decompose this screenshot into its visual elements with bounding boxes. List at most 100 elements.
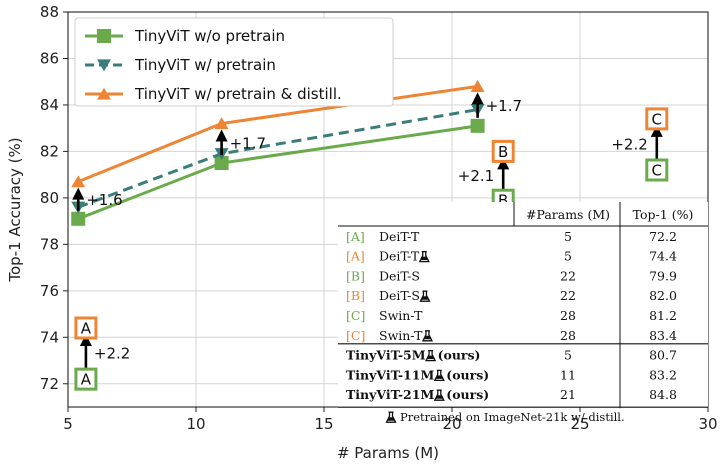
model-box <box>645 107 669 131</box>
gain-label: +1.6 <box>86 191 122 209</box>
table-top1: 83.4 <box>649 328 677 343</box>
flask-liquid <box>420 256 429 261</box>
gain-arrow-head <box>650 124 663 137</box>
point-marker <box>470 118 485 133</box>
x-tick-label: 20 <box>442 415 461 433</box>
table-footnote: Pretrained on ImageNet-21k w/ distill. <box>400 410 625 424</box>
table-header: Top-1 (%) <box>633 207 694 222</box>
model-box <box>74 316 98 340</box>
legend: TinyViT w/o pretrain TinyViT w/ pretrain T… <box>74 17 394 107</box>
legend-label: TinyViT w/ pretrain & distill. <box>134 85 342 103</box>
flask-outline <box>433 389 445 401</box>
table-model-suffix: (ours) <box>446 387 489 402</box>
gain-arrow-head <box>79 334 92 346</box>
table-top1: 80.7 <box>649 348 677 363</box>
gain-label: +2.2 <box>94 345 130 363</box>
table-params: 5 <box>564 229 572 244</box>
flask-outline <box>425 349 437 362</box>
legend-box <box>74 17 394 107</box>
y-tick-label: 72 <box>40 375 59 393</box>
model-box-letter: C <box>652 110 662 128</box>
point-marker <box>214 117 229 130</box>
table-model-name: TinyViT-21M <box>346 387 434 402</box>
flask-icon <box>433 369 445 382</box>
model-box-letter: C <box>652 162 662 180</box>
x-tick-label: 30 <box>698 415 717 433</box>
x-tick-label: 25 <box>570 415 589 433</box>
flask-icon <box>421 330 433 342</box>
model-box-letter: B <box>498 192 508 210</box>
model-box-letter: A <box>81 320 92 338</box>
model-box-letter: B <box>498 143 508 161</box>
flask-liquid <box>427 355 436 360</box>
table-model-name: DeiT-S <box>379 288 420 303</box>
y-tick-label: 78 <box>40 235 59 253</box>
gain-label: +1.7 <box>230 134 266 152</box>
model-box <box>491 139 515 163</box>
flask-outline <box>421 330 433 342</box>
flask-outline <box>419 290 431 302</box>
table-params: 22 <box>560 268 576 283</box>
table-model-name: DeiT-T <box>379 249 420 264</box>
x-tick-label: 15 <box>314 415 333 433</box>
point-marker <box>97 87 111 100</box>
flask-liquid <box>435 395 444 399</box>
flask-outline <box>385 411 397 423</box>
table-params: 28 <box>560 308 576 323</box>
gain-label: +1.7 <box>486 97 522 115</box>
model-box <box>74 367 98 391</box>
flask-outline <box>433 369 445 382</box>
flask-icon <box>419 290 431 302</box>
table-model-name: TinyViT-11M <box>346 367 434 382</box>
table-params: 11 <box>560 367 576 382</box>
table-tag: [A] <box>346 229 365 244</box>
y-tick-label: 74 <box>40 328 59 346</box>
table-header: #Params (M) <box>526 207 610 222</box>
flask-icon <box>418 250 430 263</box>
table-model-name: Swin-T <box>379 308 423 323</box>
point-marker <box>97 59 111 72</box>
y-tick-label: 76 <box>40 282 59 300</box>
flask-liquid <box>421 296 430 300</box>
x-tick-label: 5 <box>63 415 73 433</box>
table-tag: [B] <box>346 268 365 283</box>
point-marker <box>71 175 86 188</box>
table-tag: [B] <box>346 288 365 303</box>
legend-label: TinyViT w/ pretrain <box>134 56 276 74</box>
flask-icon <box>433 389 445 401</box>
y-tick-label: 84 <box>40 96 59 114</box>
table-background <box>338 202 708 407</box>
table-model-name: DeiT-T <box>379 229 420 244</box>
axes: 5 10 15 20 25 30 72 74 76 78 80 82 84 86 88 <box>40 3 718 433</box>
table-params: 21 <box>560 387 576 402</box>
table-top1: 74.4 <box>649 249 677 264</box>
table-top1: 84.8 <box>649 387 677 402</box>
y-axis-label: Top-1 Accuracy (%) <box>6 137 24 282</box>
table-model-name: Swin-T <box>379 328 423 343</box>
flask-liquid <box>423 335 432 340</box>
table-top1: 72.2 <box>649 229 677 244</box>
gain-arrow-head <box>471 92 484 105</box>
flask-outline <box>418 250 430 263</box>
table-params: 28 <box>560 328 576 343</box>
table-top1: 81.2 <box>649 308 677 323</box>
x-axis-label: # Params (M) <box>337 444 439 462</box>
gain-arrow-head <box>72 187 85 200</box>
model-box <box>645 158 669 182</box>
point-marker <box>214 156 229 171</box>
model-box-letter: A <box>81 371 92 389</box>
table-params: 22 <box>560 288 576 303</box>
table-top1: 79.9 <box>649 268 677 283</box>
point-marker <box>470 80 485 92</box>
y-tick-label: 82 <box>40 142 59 160</box>
comparison-table: #Params (M) Top-1 (%) [A] DeiT-T 5 72.2 [A] Dei… <box>338 202 708 424</box>
point-marker <box>71 211 86 226</box>
flask-liquid <box>435 375 444 379</box>
gain-arrow-head <box>215 129 228 142</box>
y-tick-label: 80 <box>40 189 59 207</box>
table-tag: [C] <box>346 328 365 343</box>
gain-label: +2.2 <box>611 135 647 153</box>
flask-icon <box>385 411 397 423</box>
legend-label: TinyViT w/o pretrain <box>134 27 285 45</box>
